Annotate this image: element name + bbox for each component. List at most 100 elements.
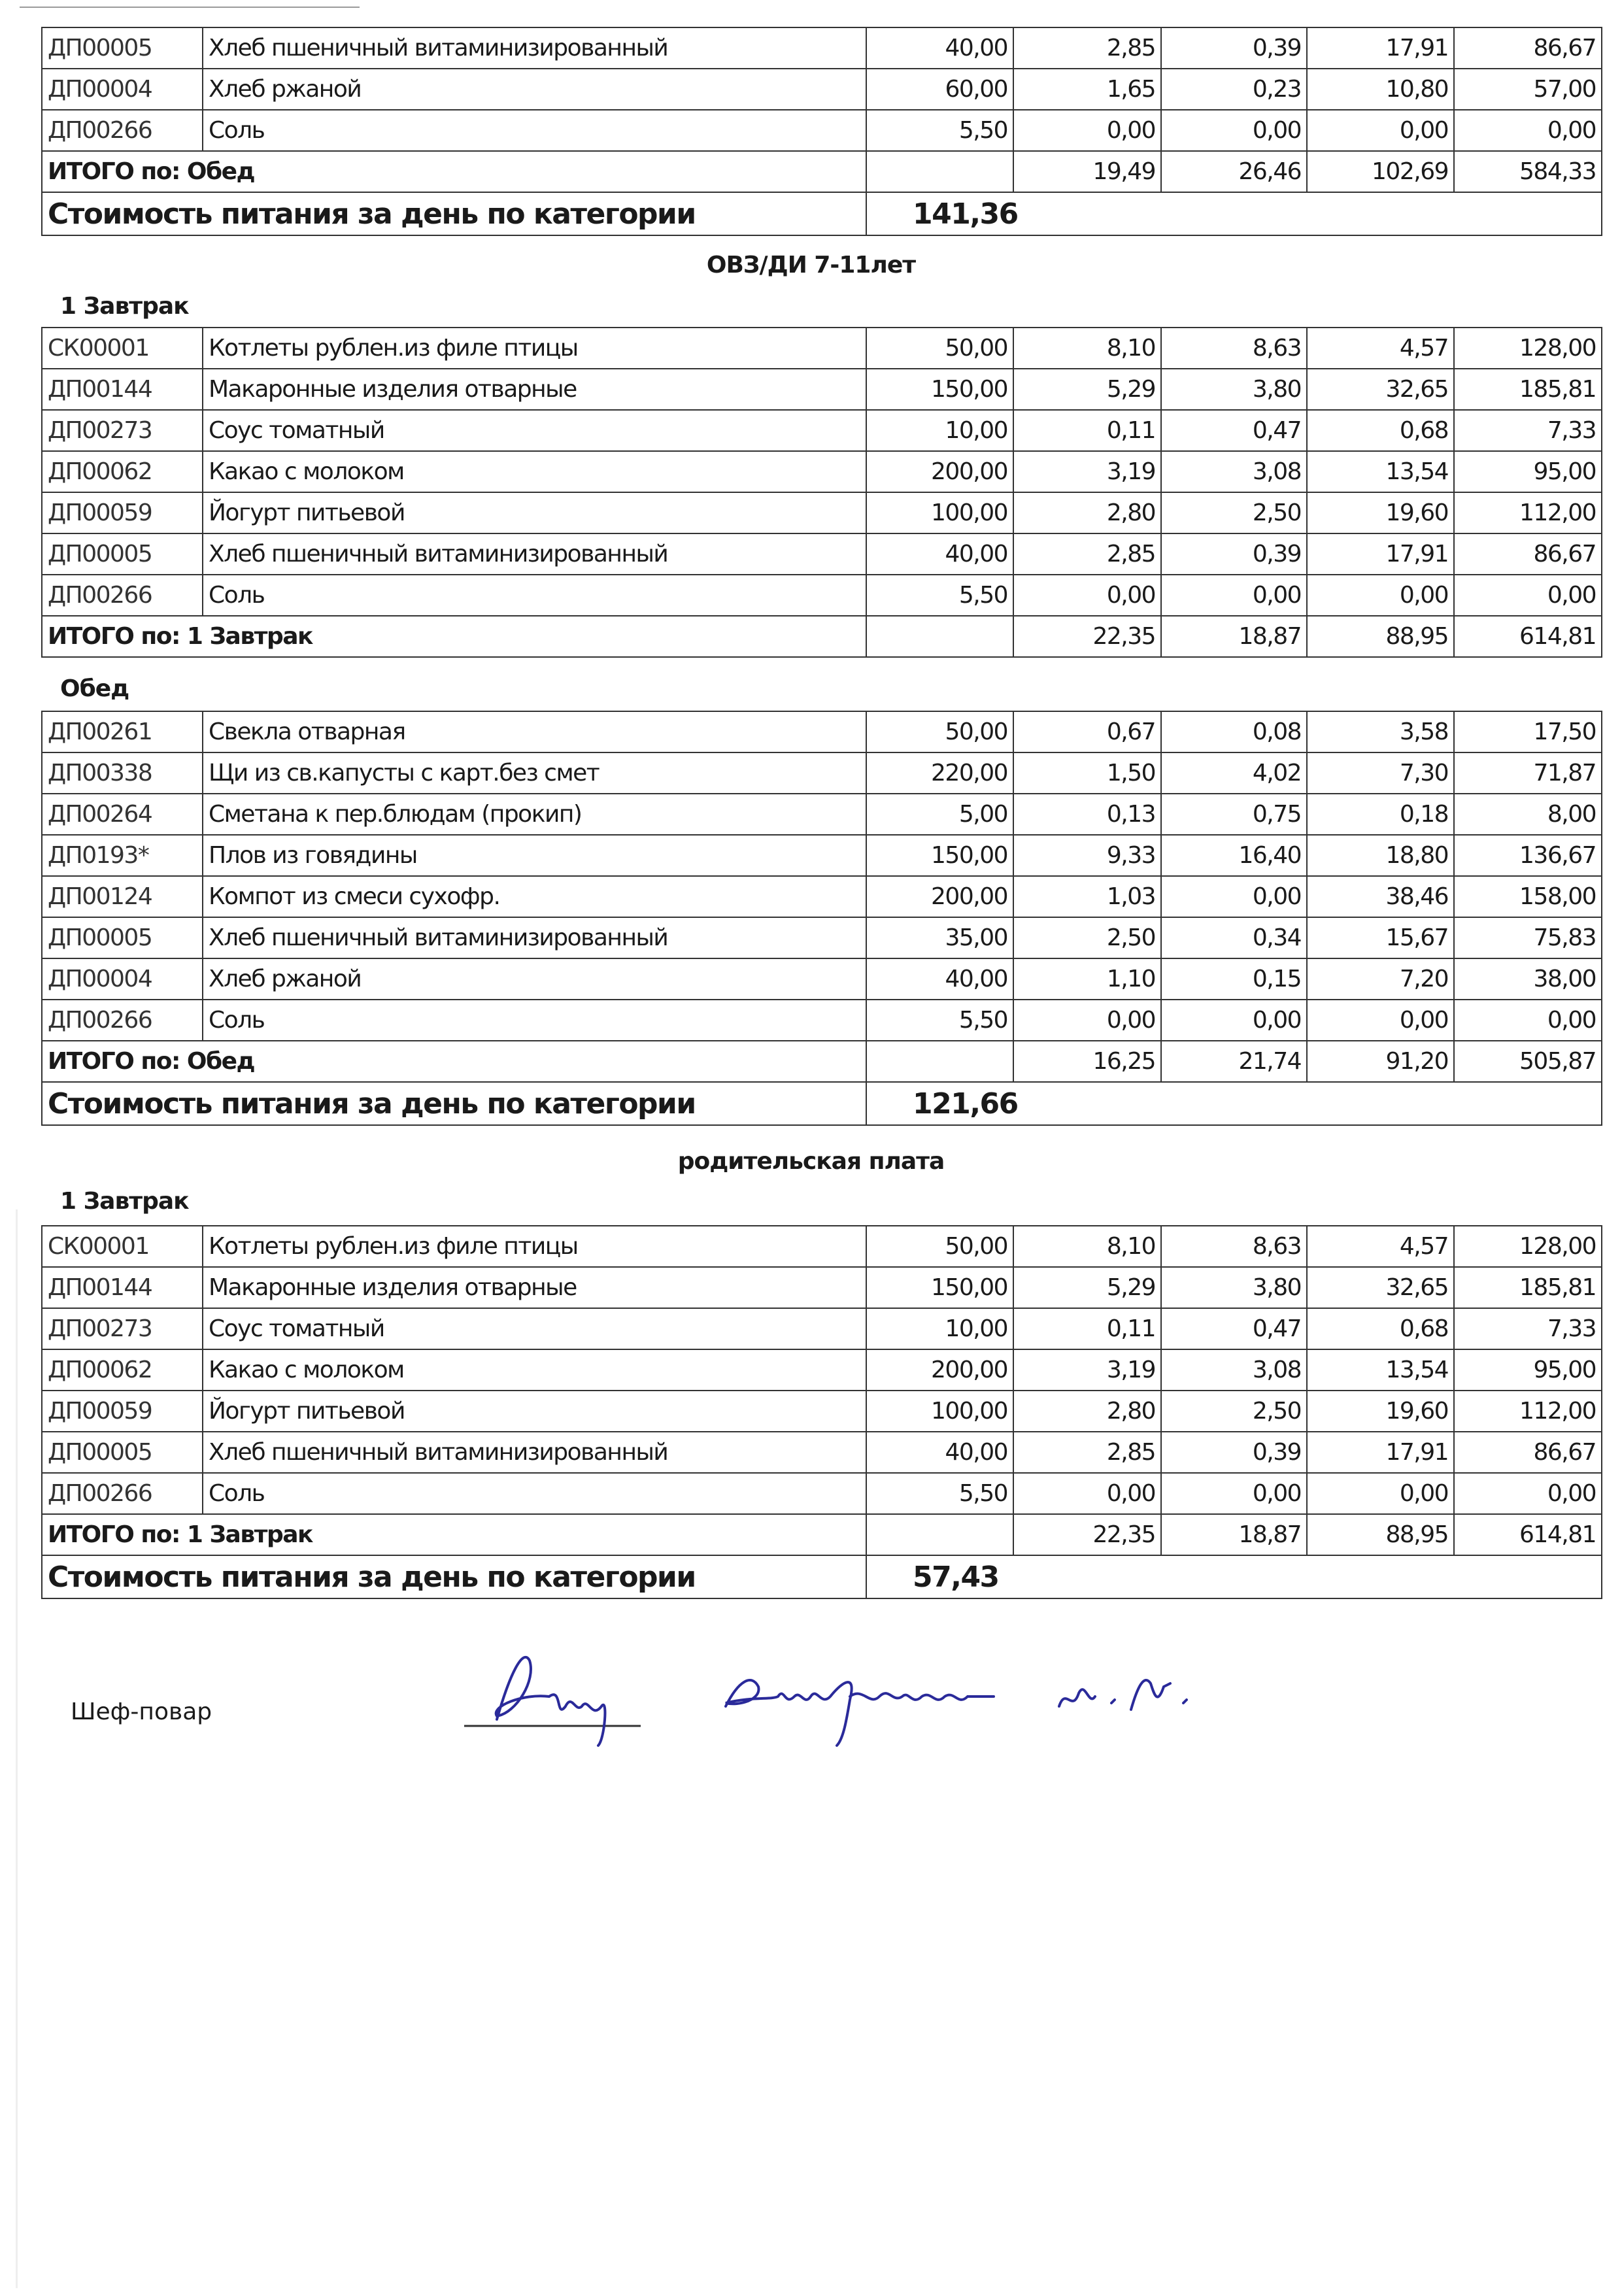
item-name: Свекла отварная [202,711,867,753]
table-row: ДП00005 Хлеб пшеничный витаминизированный… [41,27,1602,69]
item-protein: 2,85 [1013,1431,1162,1474]
item-protein: 2,50 [1013,917,1162,959]
item-name: Соус томатный [202,409,867,452]
item-code: СК00001 [41,327,203,369]
total-row: ИТОГО по: Обед 19,49 26,46 102,69 584,33 [41,150,1602,193]
table-row: ДП00004 Хлеб ржаной 60,00 1,65 0,23 10,80 57,0… [41,68,1602,110]
item-protein: 3,19 [1013,450,1162,493]
item-name: Сметана к пер.блюдам (прокип) [202,793,867,836]
item-fat: 8,63 [1160,327,1308,369]
total-protein: 16,25 [1013,1040,1162,1083]
item-name: Плов из говядины [202,834,867,877]
total-row: ИТОГО по: 1 Завтрак 22,35 18,87 88,95 614,81 [41,1513,1602,1556]
total-row: ИТОГО по: Обед 16,25 21,74 91,20 505,87 [41,1040,1602,1083]
table-row: ДП00266 Соль 5,50 0,00 0,00 0,00 0,00 [41,1472,1602,1515]
item-code: ДП00266 [41,574,203,616]
item-calories: 185,81 [1453,368,1602,411]
chef-label: Шеф-повар [71,1698,212,1725]
item-quantity: 50,00 [866,711,1014,753]
table-row: ДП00338 Щи из св.капусты с карт.без смет 2… [41,752,1602,794]
item-protein: 2,85 [1013,533,1162,575]
item-calories: 95,00 [1453,450,1602,493]
item-fat: 0,15 [1160,958,1308,1000]
item-fat: 0,00 [1160,574,1308,616]
item-protein: 1,03 [1013,875,1162,918]
item-carbs: 0,00 [1306,574,1455,616]
item-code: ДП00124 [41,875,203,918]
item-calories: 0,00 [1453,109,1602,152]
table-row: ДП00059 Йогурт питьевой 100,00 2,80 2,50 19,6… [41,1390,1602,1432]
total-carbs: 91,20 [1306,1040,1455,1083]
item-code: ДП00059 [41,492,203,534]
menu-table: ДП00261 Свекла отварная 50,00 0,67 0,08 3,58 1… [41,711,1602,1126]
total-empty-cell [866,1513,1014,1556]
item-carbs: 32,65 [1306,1266,1455,1309]
table-row: ДП00273 Соус томатный 10,00 0,11 0,47 0,68 7,3… [41,409,1602,452]
table-row: ДП00004 Хлеб ржаной 40,00 1,10 0,15 7,20 38,00 [41,958,1602,1000]
item-protein: 3,19 [1013,1349,1162,1391]
total-fat: 18,87 [1160,1513,1308,1556]
daily-cost-value: 141,36 [866,192,1602,236]
item-code: ДП00266 [41,109,203,152]
item-fat: 3,08 [1160,1349,1308,1391]
meal-heading: Обед [60,675,129,702]
daily-cost-row: Стоимость питания за день по категории 14… [41,192,1602,236]
item-code: ДП00062 [41,450,203,493]
total-fat: 26,46 [1160,150,1308,193]
item-carbs: 0,68 [1306,1308,1455,1350]
item-quantity: 5,50 [866,1472,1014,1515]
item-fat: 0,34 [1160,917,1308,959]
item-quantity: 50,00 [866,1225,1014,1268]
item-quantity: 100,00 [866,1390,1014,1432]
item-calories: 38,00 [1453,958,1602,1000]
item-fat: 3,80 [1160,1266,1308,1309]
item-calories: 75,83 [1453,917,1602,959]
total-row: ИТОГО по: 1 Завтрак 22,35 18,87 88,95 614,81 [41,615,1602,658]
item-quantity: 40,00 [866,958,1014,1000]
item-carbs: 15,67 [1306,917,1455,959]
menu-table-block: ДП00261 Свекла отварная 50,00 0,67 0,08 3,58 1… [41,711,1602,1126]
item-name: Хлеб пшеничный витаминизированный [202,1431,867,1474]
item-calories: 86,67 [1453,533,1602,575]
item-name: Хлеб пшеничный витаминизированный [202,27,867,69]
item-protein: 0,00 [1013,109,1162,152]
item-protein: 2,85 [1013,27,1162,69]
item-fat: 0,00 [1160,1472,1308,1515]
section-title: родительская плата [677,1148,945,1175]
item-calories: 136,67 [1453,834,1602,877]
item-code: ДП00266 [41,999,203,1041]
item-quantity: 40,00 [866,27,1014,69]
table-row: ДП00005 Хлеб пшеничный витаминизированный… [41,533,1602,575]
item-calories: 95,00 [1453,1349,1602,1391]
total-empty-cell [866,1040,1014,1083]
item-calories: 86,67 [1453,27,1602,69]
daily-cost-value: 121,66 [866,1081,1602,1126]
item-protein: 5,29 [1013,368,1162,411]
item-calories: 17,50 [1453,711,1602,753]
section-title: ОВЗ/ДИ 7-11лет [706,252,916,279]
item-carbs: 10,80 [1306,68,1455,110]
item-fat: 0,75 [1160,793,1308,836]
table-row: ДП00062 Какао с молоком 200,00 3,19 3,08 13,5… [41,1349,1602,1391]
item-name: Котлеты рублен.из филе птицы [202,1225,867,1268]
item-protein: 2,80 [1013,1390,1162,1432]
item-carbs: 13,54 [1306,450,1455,493]
item-name: Котлеты рублен.из филе птицы [202,327,867,369]
daily-cost-value: 57,43 [866,1555,1602,1599]
item-quantity: 200,00 [866,1349,1014,1391]
item-code: ДП00005 [41,917,203,959]
item-fat: 0,00 [1160,875,1308,918]
scan-artifact [20,7,360,8]
item-carbs: 19,60 [1306,492,1455,534]
meal-heading: 1 Завтрак [60,1188,190,1215]
item-carbs: 0,00 [1306,109,1455,152]
item-calories: 71,87 [1453,752,1602,794]
item-carbs: 17,91 [1306,27,1455,69]
item-fat: 0,00 [1160,999,1308,1041]
item-carbs: 0,00 [1306,1472,1455,1515]
item-protein: 0,00 [1013,1472,1162,1515]
item-fat: 4,02 [1160,752,1308,794]
item-quantity: 35,00 [866,917,1014,959]
total-calories: 505,87 [1453,1040,1602,1083]
item-quantity: 5,50 [866,574,1014,616]
